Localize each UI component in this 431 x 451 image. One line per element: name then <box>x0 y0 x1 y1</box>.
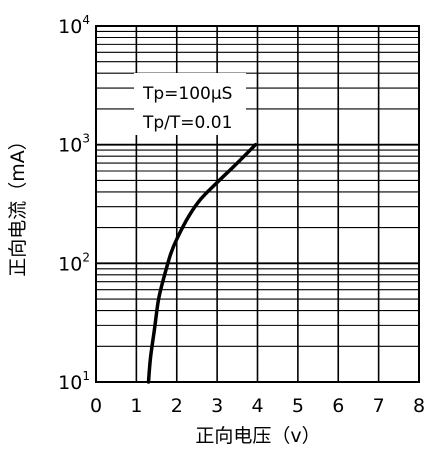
y-tick-label: 104 <box>58 13 90 38</box>
y-tick-label: 102 <box>58 250 90 275</box>
x-tick-label: 0 <box>90 395 102 417</box>
annotation-box <box>134 73 246 135</box>
x-tick-label: 2 <box>171 395 183 417</box>
x-tick-label: 1 <box>130 395 142 417</box>
x-axis-title: 正向电压（v） <box>195 425 320 447</box>
x-tick-label: 4 <box>251 395 263 417</box>
y-tick-labels: 101 102 103 104 <box>58 13 90 394</box>
series-line <box>146 142 258 384</box>
annotation-line-2: Tp/T=0.01 <box>142 113 232 133</box>
x-tick-label: 3 <box>211 395 223 417</box>
x-tick-label: 6 <box>332 395 344 417</box>
y-tick-label: 103 <box>58 132 90 157</box>
annotation-line-1: Tp=100μS <box>142 84 232 104</box>
x-tick-label: 5 <box>292 395 304 417</box>
x-tick-label: 8 <box>413 395 425 417</box>
y-tick-label: 101 <box>58 369 90 394</box>
x-tick-label: 7 <box>373 395 385 417</box>
x-tick-labels: 0 1 2 3 4 5 6 7 8 <box>90 395 425 417</box>
y-axis-title: 正向电流（mA） <box>7 131 29 277</box>
plot-frame <box>95 25 420 383</box>
series-group <box>146 142 258 384</box>
